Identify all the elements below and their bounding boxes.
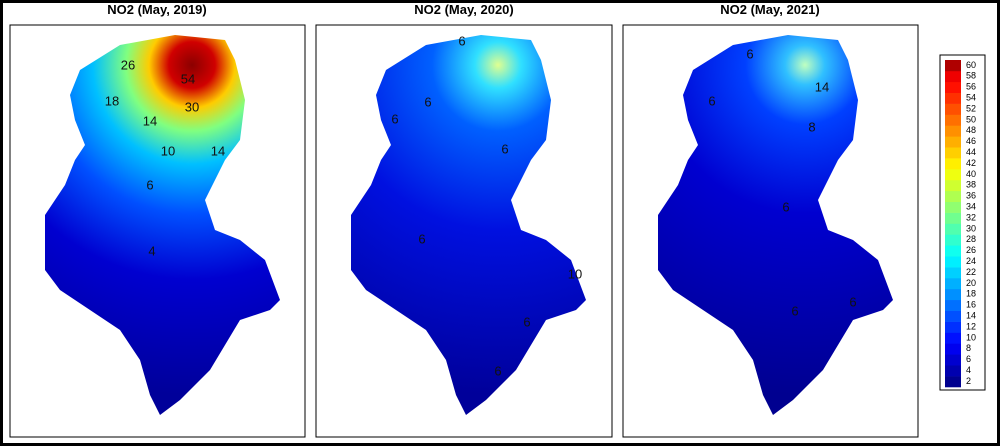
contour-label: 6 xyxy=(501,141,508,156)
colorbar-label: 58 xyxy=(966,71,976,81)
contour-label: 6 xyxy=(424,94,431,109)
colorbar-label: 16 xyxy=(966,300,976,310)
contour-label: 6 xyxy=(523,314,530,329)
colorbar-label: 30 xyxy=(966,223,976,233)
colorbar-label: 34 xyxy=(966,202,976,212)
panel-title: NO2 (May, 2019) xyxy=(107,2,206,17)
contour-label: 18 xyxy=(105,93,119,108)
colorbar-swatch xyxy=(945,179,961,192)
colorbar-swatch xyxy=(945,103,961,115)
colorbar-swatch xyxy=(945,125,961,137)
colorbar-swatch xyxy=(945,365,961,377)
colorbar-label: 8 xyxy=(966,343,971,353)
colorbar-swatch xyxy=(945,376,961,388)
colorbar-label: 12 xyxy=(966,321,976,331)
colorbar-label: 10 xyxy=(966,332,976,342)
colorbar-swatch xyxy=(945,201,961,213)
colorbar-label: 26 xyxy=(966,245,976,255)
colorbar-label: 18 xyxy=(966,289,976,299)
contour-label: 8 xyxy=(808,119,815,134)
contour-label: 10 xyxy=(568,266,582,281)
contour-label: 10 xyxy=(161,143,175,158)
colorbar-label: 50 xyxy=(966,114,976,124)
colorbar-swatch xyxy=(945,310,961,322)
colorbar-swatch xyxy=(945,81,961,93)
colorbar-label: 2 xyxy=(966,376,971,386)
colorbar-swatch xyxy=(945,212,961,224)
contour-label: 6 xyxy=(494,363,501,378)
colorbar-label: 46 xyxy=(966,136,976,146)
colorbar-label: 6 xyxy=(966,354,971,364)
colorbar-swatch xyxy=(945,278,961,290)
colorbar-label: 22 xyxy=(966,267,976,277)
colorbar-swatch xyxy=(945,343,961,355)
contour-label: 6 xyxy=(782,199,789,214)
contour-label: 6 xyxy=(708,93,715,108)
contour-label: 6 xyxy=(849,294,856,309)
colorbar-swatch xyxy=(945,267,961,279)
contour-label: 54 xyxy=(181,71,195,86)
colorbar-swatch xyxy=(945,136,961,148)
colorbar-label: 42 xyxy=(966,158,976,168)
colorbar-label: 40 xyxy=(966,169,976,179)
panels: NO2 (May, 2019) NO2 (May, 2020) NO2 (May… xyxy=(9,2,919,438)
colorbar-swatch xyxy=(945,158,961,170)
colorbar-label: 44 xyxy=(966,147,976,157)
contour-label: 6 xyxy=(746,46,753,61)
colorbar-swatch xyxy=(945,288,961,301)
colorbar-swatch xyxy=(945,190,961,202)
contour-label: 14 xyxy=(211,143,225,158)
contour-label: 4 xyxy=(148,243,155,258)
contour-label: 14 xyxy=(143,113,157,128)
contour-label: 6 xyxy=(391,111,398,126)
colorbar-swatch xyxy=(945,354,961,366)
colorbar-swatch xyxy=(945,256,961,268)
colorbar-swatch xyxy=(945,321,961,333)
panel-title: NO2 (May, 2021) xyxy=(720,2,819,17)
contour-label: 6 xyxy=(791,303,798,318)
colorbar-label: 56 xyxy=(966,82,976,92)
colorbar-swatch xyxy=(945,245,961,257)
colorbar-swatch xyxy=(945,332,961,344)
colorbar-label: 24 xyxy=(966,256,976,266)
colorbar-label: 60 xyxy=(966,60,976,70)
contour-label: 6 xyxy=(146,177,153,192)
colorbar-swatch xyxy=(945,234,961,246)
colorbar-label: 36 xyxy=(966,191,976,201)
colorbar-label: 54 xyxy=(966,93,976,103)
colorbar-label: 32 xyxy=(966,212,976,222)
colorbar-label: 48 xyxy=(966,125,976,135)
contour-label: 14 xyxy=(815,79,829,94)
colorbar-label: 28 xyxy=(966,234,976,244)
colorbar-label: 14 xyxy=(966,311,976,321)
colorbar-swatch xyxy=(945,114,961,126)
colorbar-label: 38 xyxy=(966,180,976,190)
panel-title: NO2 (May, 2020) xyxy=(414,2,513,17)
colorbar-swatch xyxy=(945,169,961,181)
colorbar-label: 4 xyxy=(966,365,971,375)
contour-label: 26 xyxy=(121,57,135,72)
colorbar-label: 52 xyxy=(966,103,976,113)
contour-label: 30 xyxy=(185,99,199,114)
contour-label: 6 xyxy=(418,231,425,246)
colorbar-swatch xyxy=(945,60,961,72)
colorbar-swatch xyxy=(945,147,961,159)
colorbar-swatch xyxy=(945,223,961,235)
contour-label: 6 xyxy=(458,33,465,48)
colorbar-swatch xyxy=(945,92,961,104)
colorbar-swatch xyxy=(945,299,961,311)
colorbar-label: 20 xyxy=(966,278,976,288)
colorbar-swatch xyxy=(945,70,961,83)
